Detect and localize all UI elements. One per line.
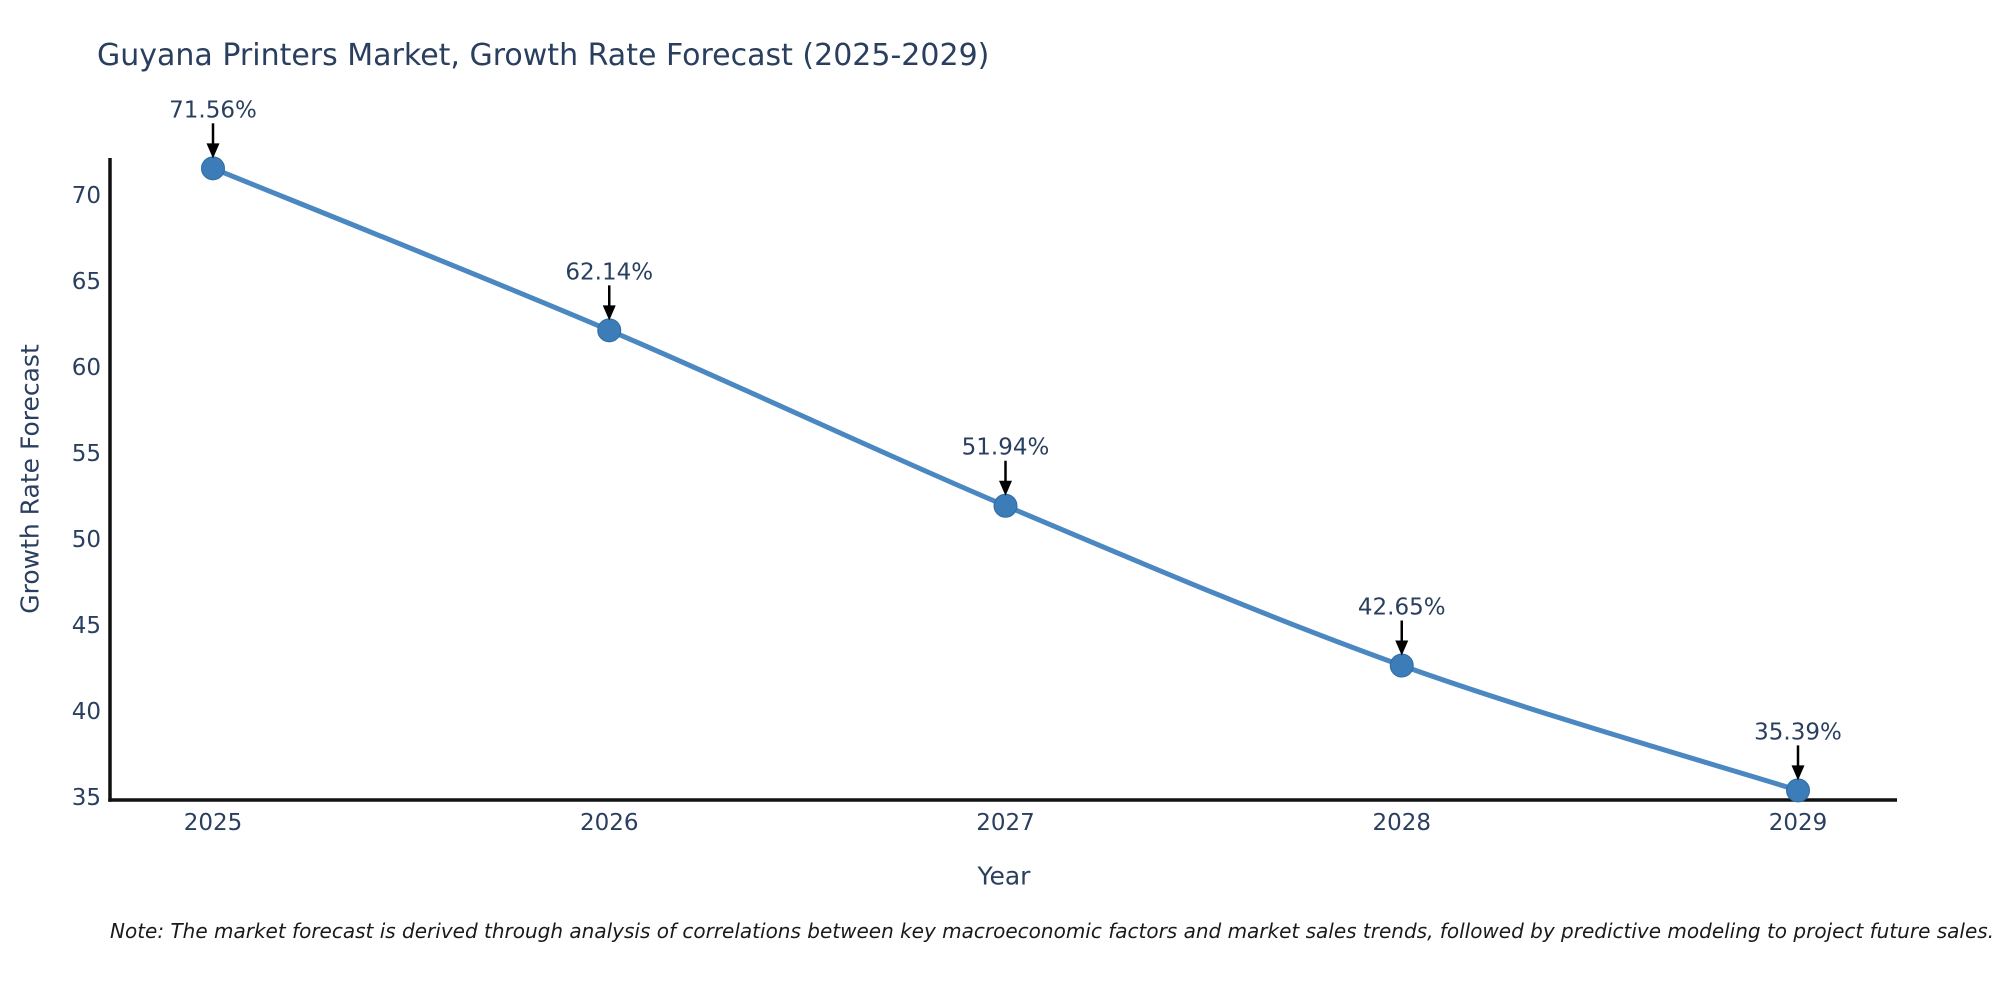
annotation-arrowhead-icon [999,480,1012,496]
data-point-label: 35.39% [1754,719,1842,745]
data-point-label: 51.94% [962,435,1050,461]
y-tick-label: 45 [72,613,101,639]
y-tick-label: 50 [72,527,101,553]
y-tick-label: 60 [72,355,101,381]
y-axis-title: Growth Rate Forecast [15,344,45,614]
x-axis-title: Year [977,861,1031,891]
x-tick-label: 2027 [976,810,1035,836]
annotation-arrowhead-icon [1395,640,1409,656]
annotation-arrowhead-icon [206,143,220,159]
chart-title: Guyana Printers Market, Growth Rate Fore… [97,38,990,73]
data-point[interactable] [1786,778,1810,803]
x-tick-label: 2025 [184,810,243,836]
x-tick-label: 2026 [580,810,639,836]
data-point-label: 42.65% [1358,595,1446,621]
footnote: Note: The market forecast is derived thr… [110,919,1995,943]
data-point-label: 62.14% [565,259,653,285]
x-tick-label: 2028 [1372,810,1431,836]
annotation-arrowhead-icon [602,305,616,321]
data-point[interactable] [597,318,622,343]
y-tick-label: 70 [72,183,101,209]
y-tick-label: 55 [72,441,101,467]
annotation-arrowhead-icon [1791,765,1805,781]
data-point-label: 71.56% [169,97,257,123]
data-point[interactable] [1389,653,1414,678]
y-tick-label: 40 [72,699,101,725]
y-tick-label: 35 [72,785,101,811]
x-tick-label: 2029 [1769,810,1828,836]
y-tick-label: 65 [72,269,101,295]
data-point[interactable] [993,493,1018,518]
data-point[interactable] [201,156,225,181]
